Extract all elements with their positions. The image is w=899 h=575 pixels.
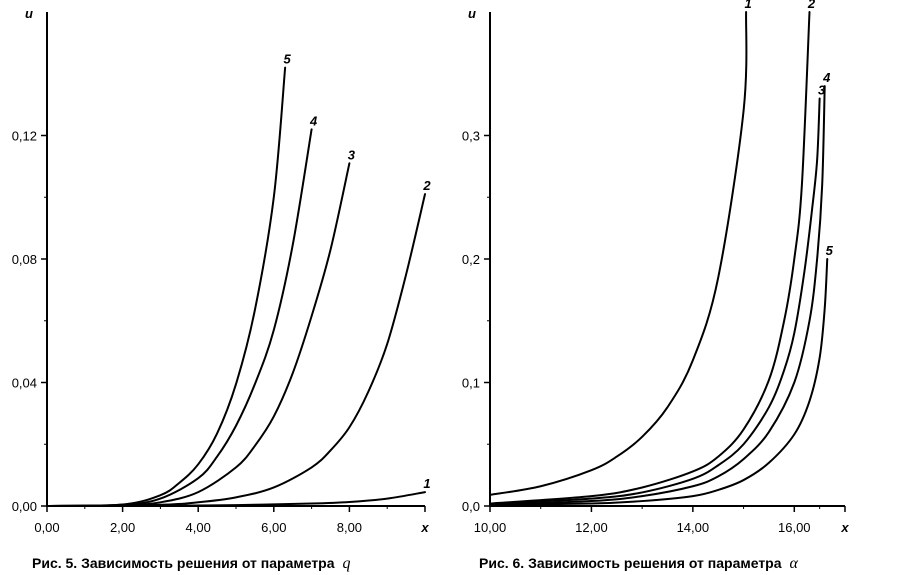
fig5-series-1-line: [46, 491, 426, 507]
fig6-x-axis-label: x: [840, 520, 849, 535]
fig6-x-tick-label: 16,00: [778, 520, 811, 535]
caption-fig6-param: α: [789, 555, 798, 572]
fig5-y-tick-label: 0,04: [12, 376, 37, 391]
fig5-series-2-label: 2: [422, 178, 431, 193]
fig6-series-2-label: 2: [807, 0, 816, 11]
fig5-y-tick-label: 0,00: [12, 499, 37, 514]
fig5-x-tick-label: 2,00: [110, 520, 135, 535]
fig5-series-1-label: 1: [423, 476, 430, 491]
fig5-series-2-line: [46, 193, 426, 507]
fig5-x-tick-label: 8,00: [337, 520, 362, 535]
fig6-y-tick-label: 0,2: [462, 252, 480, 267]
caption-fig6: Рис. 6. Зависимость решения от параметра…: [479, 555, 798, 573]
fig5-series-3-label: 3: [348, 147, 356, 162]
fig5-series-5-line: [46, 66, 287, 507]
caption-fig5: Рис. 5. Зависимость решения от параметра…: [32, 555, 351, 573]
fig6-x-tick-label: 14,00: [677, 520, 710, 535]
fig6-series-1-line: [489, 11, 748, 496]
fig5-y-tick-label: 0,12: [12, 129, 37, 144]
fig6-series-5-line: [489, 258, 829, 506]
fig6-series-5-label: 5: [826, 243, 834, 258]
fig6-series-2-line: [489, 11, 811, 505]
fig6-series-4-label: 4: [822, 70, 831, 85]
fig6-series-3-label: 3: [818, 82, 826, 97]
fig5-y-tick-label: 0,08: [12, 252, 37, 267]
fig6-y-tick-label: 0,1: [462, 376, 480, 391]
fig5-series-4-label: 4: [309, 113, 318, 128]
fig6-series-4-line: [489, 85, 826, 506]
caption-fig5-param: q: [342, 555, 351, 572]
fig5-x-tick-label: 0,00: [34, 520, 59, 535]
fig5-x-tick-label: 6,00: [261, 520, 286, 535]
fig6-series-1-label: 1: [744, 0, 751, 11]
fig6-series-3-line: [489, 97, 821, 505]
fig5-x-tick-label: 4,00: [186, 520, 211, 535]
fig5-x-axis-label: x: [420, 520, 429, 535]
fig6-y-tick-label: 0,0: [462, 499, 480, 514]
fig5-y-axis-label: u: [25, 6, 33, 21]
fig6-y-axis-label: u: [468, 6, 476, 21]
fig5-series-4-line: [46, 128, 313, 507]
fig5-series-3-line: [46, 162, 351, 507]
caption-fig6-text: Рис. 6. Зависимость решения от параметра: [479, 555, 782, 571]
fig6-y-tick-label: 0,3: [462, 129, 480, 144]
fig6-x-tick-label: 12,00: [575, 520, 608, 535]
caption-fig5-text: Рис. 5. Зависимость решения от параметра: [32, 555, 335, 571]
fig6-x-tick-label: 10,00: [474, 520, 507, 535]
fig5-series-5-label: 5: [284, 52, 292, 67]
